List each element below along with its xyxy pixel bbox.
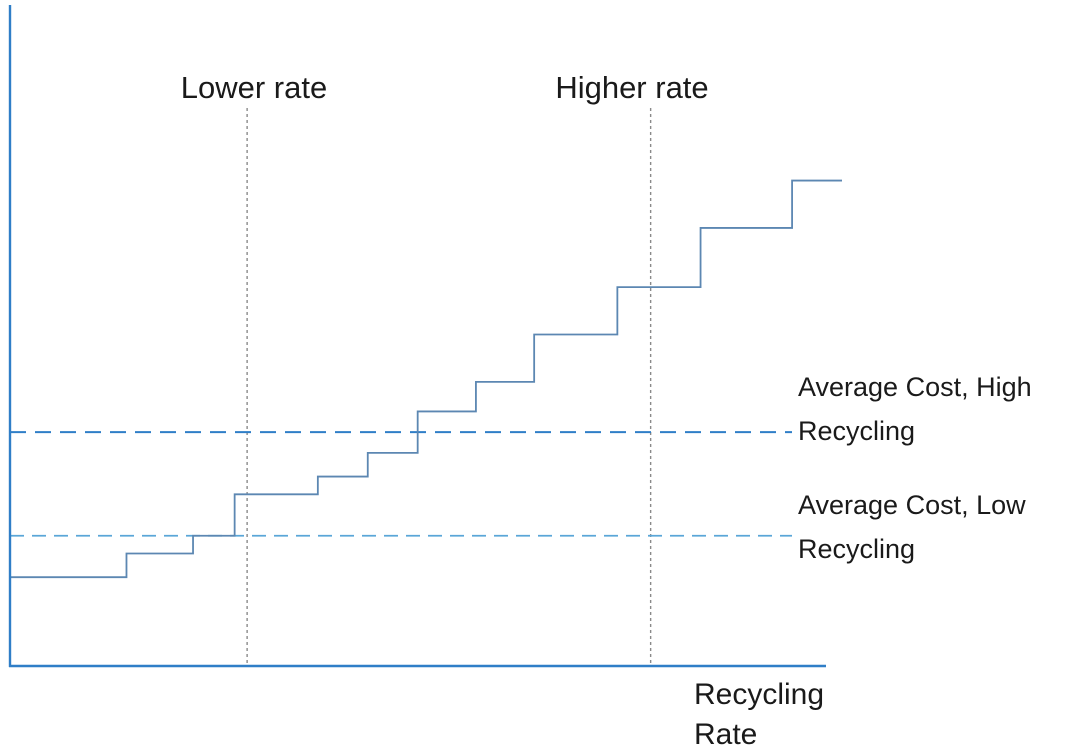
horizontal-marker-label: Average Cost, Low <box>798 490 1026 520</box>
horizontal-marker-label: Recycling <box>798 416 915 446</box>
horizontal-marker-label: Average Cost, High <box>798 372 1032 402</box>
vertical-marker-label: Higher rate <box>555 70 708 105</box>
horizontal-marker-label: Recycling <box>798 534 915 564</box>
labels: Lower rate Higher rate Average Cost, High R… <box>181 70 1032 751</box>
series-layer <box>10 179 842 579</box>
x-axis-label-line1: Recycling <box>694 678 824 711</box>
x-axis-label-line2: Rate <box>694 718 757 751</box>
marker-lines <box>10 108 792 666</box>
vertical-marker-label: Lower rate <box>181 70 327 105</box>
step-series-line <box>10 179 842 579</box>
axes <box>8 5 826 668</box>
